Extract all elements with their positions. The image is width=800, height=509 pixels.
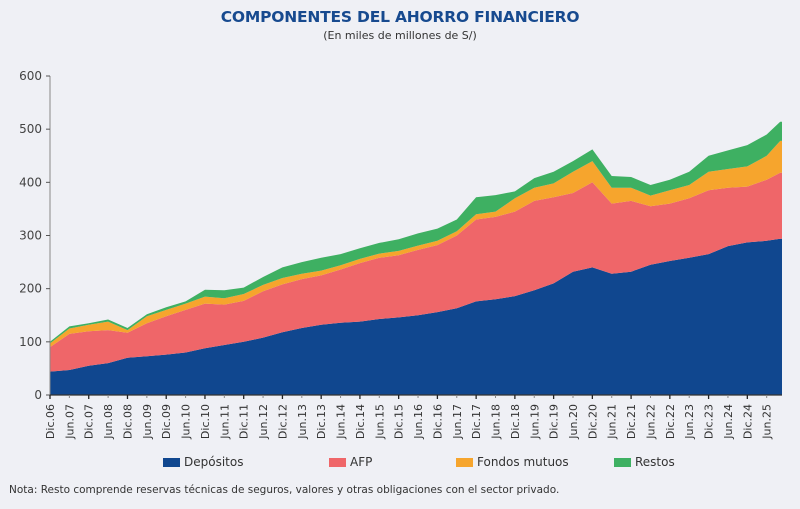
x-tick-label: Dic.19 xyxy=(548,404,561,439)
x-tick-label: Dic.12 xyxy=(276,404,289,439)
x-tick-label: Dic.09 xyxy=(160,404,173,439)
x-tick-label: Jun.13 xyxy=(296,404,309,440)
x-tick-label: Dic.14 xyxy=(354,404,367,439)
chart-title: COMPONENTES DEL AHORRO FINANCIERO xyxy=(220,8,580,26)
legend-item-afp: AFP xyxy=(329,455,372,469)
legend-swatch-restos xyxy=(614,457,631,467)
legend-label-afp: AFP xyxy=(350,455,373,469)
x-tick-label: Jun.23 xyxy=(683,404,696,440)
legend-swatch-fondos-mutuos xyxy=(456,457,473,467)
legend: Depósitos AFP Fondos mutuos Restos xyxy=(0,455,800,471)
x-tick-label: Dic.23 xyxy=(703,404,716,439)
series-areas xyxy=(50,121,782,395)
y-tick-label: 600 xyxy=(19,69,42,83)
x-tick-label: Dic.10 xyxy=(199,404,212,439)
x-tick-label: Jun.10 xyxy=(180,404,193,440)
legend-item-restos: Restos xyxy=(614,455,675,469)
legend-label-restos: Restos xyxy=(635,455,675,469)
y-tick-label: 400 xyxy=(19,175,42,189)
x-tick-label: Jun.16 xyxy=(412,404,425,440)
legend-swatch-afp xyxy=(329,457,346,467)
y-tick-label: 500 xyxy=(19,122,42,136)
x-tick-label: Dic.15 xyxy=(393,404,406,439)
x-tick-label: Jun.18 xyxy=(490,404,503,440)
x-tick-label: Jun.22 xyxy=(644,404,657,440)
x-tick-label: Dic.22 xyxy=(664,404,677,439)
x-tick-label: Dic.07 xyxy=(83,404,96,439)
x-tick-label: Dic.24 xyxy=(741,404,754,439)
y-tick-label: 300 xyxy=(19,229,42,243)
legend-item-fondos-mutuos: Fondos mutuos xyxy=(456,455,569,469)
x-tick-label: Jun.15 xyxy=(373,404,386,440)
y-axis: 0 100 200 300 400 500 600 xyxy=(19,69,51,402)
x-tick-label: Jun.08 xyxy=(102,404,115,440)
x-tick-label: Jun.11 xyxy=(218,404,231,440)
x-tick-label: Jun.21 xyxy=(606,404,619,440)
x-tick-label: Jun.14 xyxy=(335,404,348,440)
x-axis: Dic.06 Jun.07 Dic.07 Jun.08 Dic.08 Jun.09 Dic.… xyxy=(44,394,782,440)
legend-swatch-depositos xyxy=(163,457,180,467)
x-tick-label: Dic.20 xyxy=(586,404,599,439)
x-tick-label: Dic.06 xyxy=(44,404,57,439)
x-tick-label: Jun.07 xyxy=(63,404,76,440)
x-tick-label: Dic.16 xyxy=(431,404,444,439)
area-afp xyxy=(50,172,782,372)
x-tick-label: Dic.13 xyxy=(315,404,328,439)
x-tick-label: Jun.25 xyxy=(761,404,774,440)
x-tick-label: Dic.18 xyxy=(509,404,522,439)
x-tick-label: Jun.12 xyxy=(257,404,270,440)
stacked-area-chart: 0 100 200 300 400 500 600 Dic.06 Jun.07 Dic.07 Ju… xyxy=(19,69,782,440)
x-tick-label: Dic.21 xyxy=(625,404,638,439)
x-tick-label: Dic.17 xyxy=(470,404,483,439)
x-tick-label: Jun.20 xyxy=(567,404,580,440)
chart-subtitle: (En miles de millones de S/) xyxy=(323,29,477,42)
x-tick-label: Jun.24 xyxy=(722,404,735,440)
area-depositos xyxy=(50,238,782,395)
x-tick-label: Jun.17 xyxy=(451,404,464,440)
footnote: Nota: Resto comprende reservas técnicas … xyxy=(9,484,560,496)
legend-item-depositos: Depósitos xyxy=(163,455,243,469)
x-tick-label: Dic.11 xyxy=(238,404,251,439)
y-tick-label: 0 xyxy=(34,388,42,402)
x-tick-label: Jun.09 xyxy=(141,404,154,440)
legend-label-fondos-mutuos: Fondos mutuos xyxy=(477,455,569,469)
legend-label-depositos: Depósitos xyxy=(184,455,244,469)
y-tick-label: 200 xyxy=(19,282,42,296)
x-tick-label: Jun.19 xyxy=(528,404,541,440)
y-tick-label: 100 xyxy=(19,335,42,349)
x-tick-label: Dic.08 xyxy=(121,404,134,439)
